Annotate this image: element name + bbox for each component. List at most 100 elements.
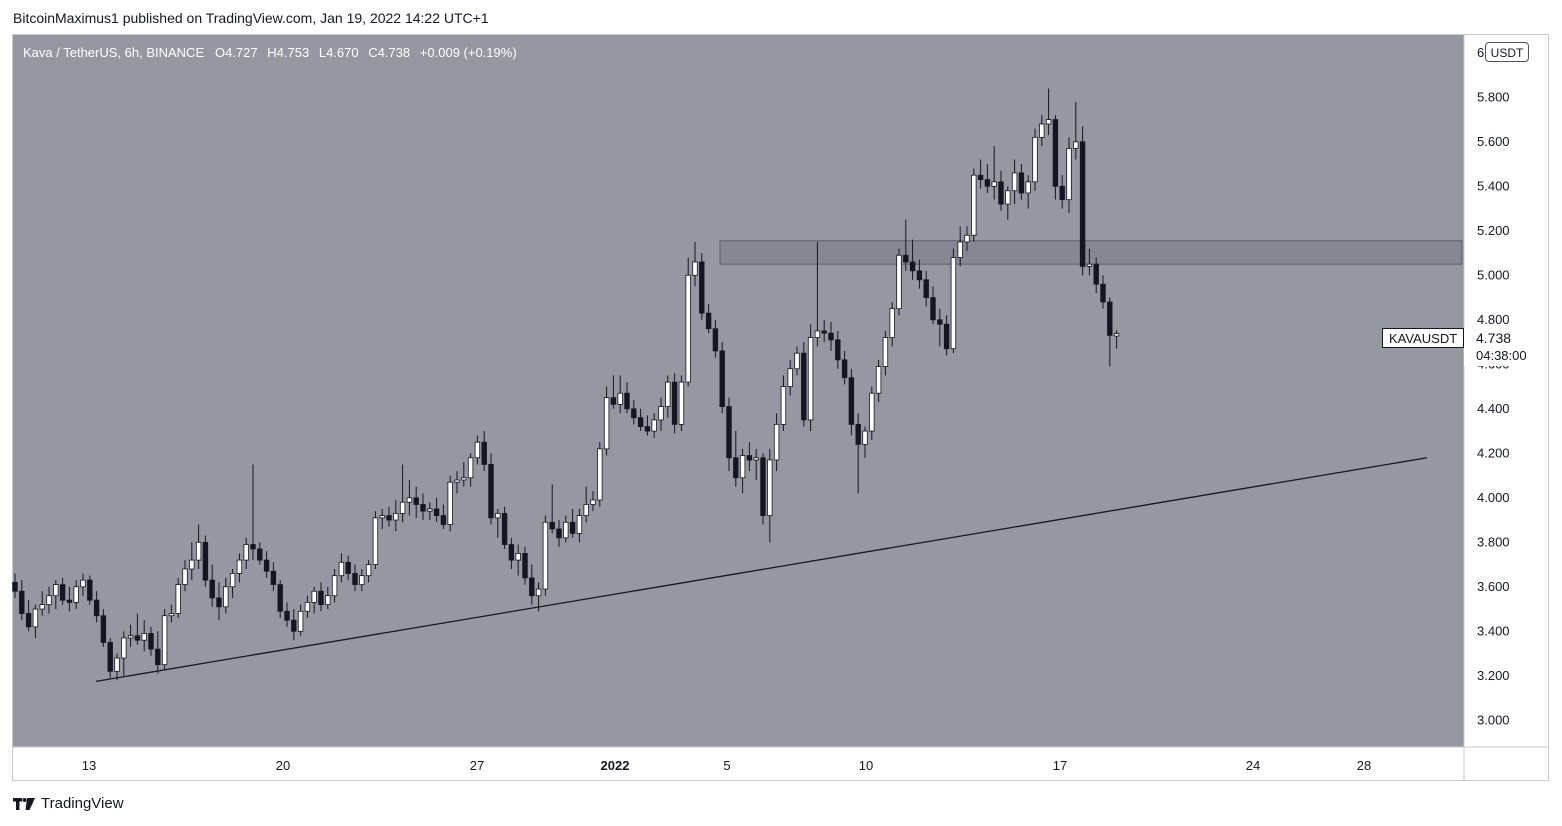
bullish-candle	[576, 508, 583, 543]
bearish-candle	[821, 319, 827, 343]
bearish-candle	[719, 342, 725, 414]
time-tick-label: 13	[82, 758, 96, 773]
legend-low-label: L	[318, 45, 327, 60]
price-tick-label: 4.000	[1477, 490, 1510, 505]
candle-body	[964, 234, 970, 243]
bearish-candle	[202, 535, 209, 587]
candle-body	[869, 392, 875, 432]
candle-body	[53, 584, 59, 597]
candles-layer	[12, 88, 1120, 681]
bearish-candle	[508, 537, 515, 569]
candle-body	[753, 457, 759, 461]
bearish-candle	[746, 442, 753, 472]
candle-body	[875, 366, 882, 394]
bearish-candle	[93, 591, 100, 623]
bullish-candle	[807, 324, 814, 432]
bullish-candle	[1066, 137, 1072, 213]
candle-body	[773, 423, 780, 461]
bearish-candle	[977, 159, 984, 189]
candle-body	[291, 619, 297, 632]
candle-body	[488, 464, 494, 519]
price-tick-label: 3.800	[1477, 534, 1510, 549]
candle-body	[263, 559, 270, 572]
candle-body	[760, 457, 766, 516]
bullish-candle	[325, 586, 331, 610]
bullish-candle	[1113, 330, 1120, 349]
bullish-candle	[957, 226, 963, 267]
candle-body	[603, 397, 610, 450]
candle-body	[569, 521, 576, 534]
candle-body	[522, 553, 528, 579]
candle-body	[175, 584, 181, 614]
candle-body	[134, 635, 141, 641]
candle-body	[984, 179, 991, 187]
resistance-zone	[719, 240, 1463, 265]
candle-body	[801, 352, 807, 421]
bullish-candle	[889, 302, 895, 347]
bearish-candle	[284, 602, 290, 627]
bullish-candle	[685, 257, 691, 387]
bullish-candle	[678, 375, 685, 432]
candle-body	[1052, 119, 1059, 187]
candle-body	[637, 417, 644, 428]
price-tick-label: 5.200	[1477, 223, 1510, 238]
bearish-candle	[699, 253, 705, 320]
candle-body	[1011, 172, 1018, 192]
price-tick-label: 4.200	[1477, 445, 1510, 460]
tradingview-footer[interactable]: TradingView	[13, 795, 124, 812]
candle-body	[447, 481, 453, 525]
candle-body	[114, 657, 120, 672]
candle-body	[848, 377, 855, 425]
publisher-line: BitcoinMaximus1 published on TradingView…	[13, 10, 489, 26]
bullish-candle	[1086, 248, 1093, 276]
bearish-candle	[413, 486, 419, 518]
bullish-candle	[1032, 128, 1038, 191]
candle-body	[148, 633, 154, 650]
bearish-candle	[19, 580, 25, 621]
candle-body	[202, 541, 209, 581]
candle-body	[440, 515, 447, 525]
bearish-candle	[671, 373, 678, 434]
bullish-candle	[461, 462, 467, 487]
candle-body	[1025, 181, 1031, 194]
bullish-candle	[53, 580, 59, 610]
candle-body	[549, 521, 555, 530]
bearish-candle	[549, 484, 555, 534]
bearish-candle	[209, 564, 215, 607]
bullish-candle	[869, 386, 875, 440]
candle-body	[168, 613, 175, 617]
candle-body	[474, 441, 481, 459]
candle-body	[32, 608, 39, 628]
bullish-candle	[875, 359, 882, 403]
candle-body	[1039, 123, 1045, 138]
candle-body	[87, 579, 93, 601]
bearish-candle	[1059, 175, 1065, 209]
price-tick-label: 3.200	[1477, 668, 1510, 683]
candle-body	[182, 568, 188, 585]
candle-body	[535, 588, 542, 597]
candle-body	[223, 586, 229, 608]
bar-countdown: 04:38:00	[1476, 348, 1527, 363]
bearish-candle	[345, 555, 351, 581]
bearish-candle	[943, 315, 950, 356]
candle-body	[66, 599, 73, 603]
candle-body	[250, 544, 256, 550]
bearish-candle	[277, 580, 283, 618]
bearish-candle	[841, 350, 848, 385]
bullish-candle	[393, 500, 399, 532]
bullish-candle	[495, 508, 501, 538]
bearish-candle	[352, 564, 358, 592]
candle-body	[739, 455, 746, 479]
bullish-candle	[447, 475, 453, 532]
candle-body	[529, 577, 535, 597]
currency-badge[interactable]: USDT	[1485, 42, 1529, 62]
candle-body	[331, 575, 338, 597]
candle-body	[882, 337, 889, 367]
bullish-candle	[773, 413, 780, 472]
legend-low-value: 4.670	[326, 45, 359, 60]
bullish-candle	[73, 580, 79, 610]
candle-body	[828, 332, 834, 341]
candle-body	[433, 508, 440, 516]
bearish-candle	[100, 609, 107, 647]
